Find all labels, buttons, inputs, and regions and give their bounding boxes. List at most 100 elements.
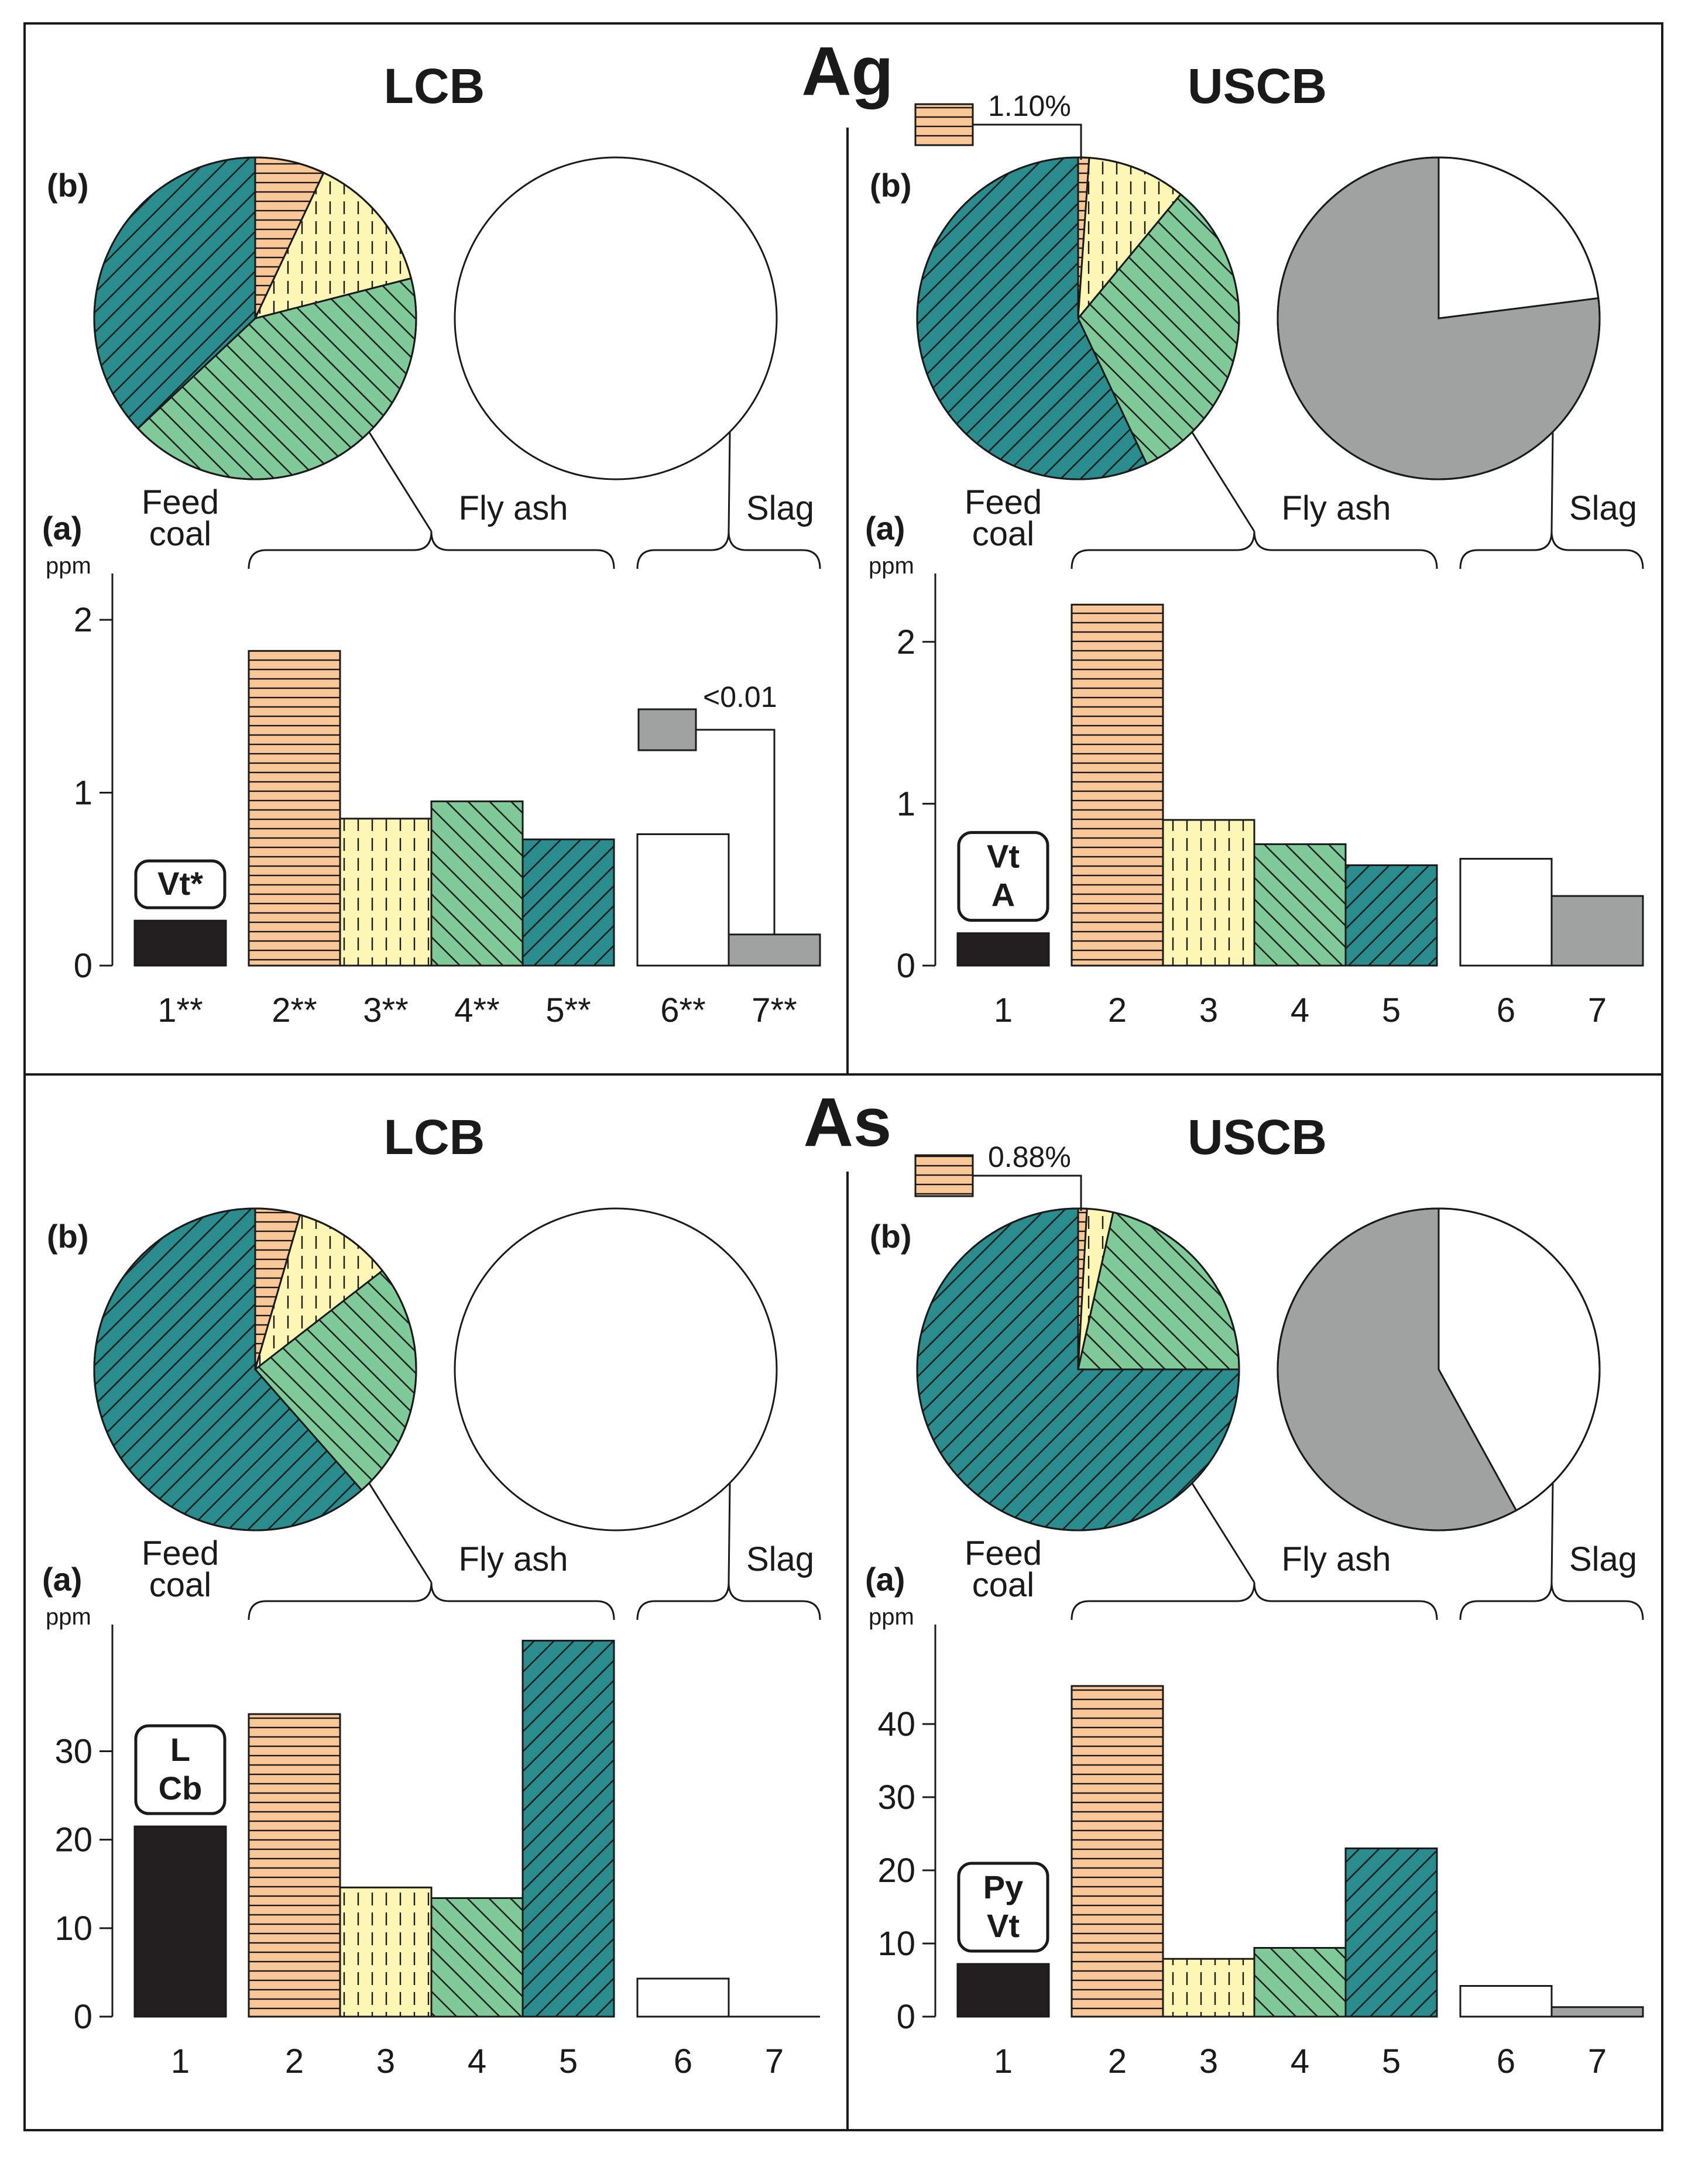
callout-label: 0.88% [988, 1141, 1071, 1173]
bar-5 [1344, 1848, 1438, 2018]
pie-outline [1277, 156, 1601, 480]
bar-2 [1071, 1685, 1164, 2018]
x-tick-label: 1 [171, 2042, 190, 2080]
inset-label: <0.01 [703, 681, 777, 713]
fly-ash-label: Fly ash [459, 489, 568, 527]
bar-4 [1253, 1947, 1347, 2018]
bar-4 [430, 1897, 524, 2018]
pie-fly-ash [93, 156, 417, 480]
pie-panel-letter: (b) [47, 167, 89, 204]
mineral-badge [134, 1724, 227, 1815]
x-tick-label: 2 [1108, 2042, 1127, 2080]
pie-slag [1277, 1207, 1601, 1531]
mineral-badge [134, 859, 227, 909]
bar-panel-letter: (a) [42, 510, 82, 547]
x-tick-label: 3** [363, 991, 408, 1029]
bar-3 [1162, 1958, 1255, 2018]
bar-3 [1162, 819, 1255, 967]
x-tick-label: 6 [674, 2042, 692, 2080]
x-tick-label: 5 [1382, 2042, 1401, 2080]
figure-frame [23, 22, 1663, 2131]
y-tick-label: 20 [877, 1852, 915, 1890]
pie-slice [454, 156, 778, 480]
pie-leader-fly [1191, 432, 1255, 532]
pie-leader-fly [1191, 1483, 1255, 1583]
feed-label-line2: coal [149, 1566, 211, 1604]
fly-ash-label: Fly ash [459, 1540, 568, 1578]
bar-7 [1550, 895, 1644, 967]
pie-slag [1277, 156, 1601, 480]
feed-label-line1: Feed [142, 483, 219, 521]
y-tick-label: 2 [74, 601, 92, 639]
x-tick-label: 5 [559, 2042, 578, 2080]
slag-brace [636, 1582, 821, 1620]
x-tick-label: 4** [454, 991, 499, 1029]
pie-outline [1277, 1207, 1601, 1531]
inset-leader [696, 729, 776, 935]
mineral-badge-text: Vt [987, 838, 1020, 875]
fly-ash-brace [248, 1582, 615, 1620]
pie-outline [916, 1207, 1240, 1531]
feed-label-line2: coal [972, 1566, 1034, 1604]
callout-leader [973, 1175, 1082, 1211]
x-tick-label: 7 [765, 2042, 784, 2080]
x-tick-label: 4 [1291, 991, 1309, 1029]
y-tick-label: 40 [877, 1705, 915, 1743]
feed-label-line2: coal [972, 515, 1034, 553]
pie-outline [93, 156, 417, 480]
bar-3 [339, 1886, 433, 2018]
feed-label-line1: Feed [142, 1534, 219, 1572]
basin-label: USCB [1188, 59, 1327, 114]
feed-label-line1: Feed [965, 483, 1042, 521]
pie-leader-slag [1550, 1483, 1554, 1583]
bar-panel-letter: (a) [865, 1561, 905, 1598]
fly-ash-label: Fly ash [1282, 1540, 1391, 1578]
basin-label: USCB [1188, 1110, 1327, 1165]
y-tick-label: 1 [74, 774, 92, 812]
pie-panel-letter: (b) [47, 1218, 89, 1255]
x-tick-label: 4 [468, 2042, 486, 2080]
callout-leader [973, 123, 1082, 160]
pie-slag [454, 156, 778, 480]
pie-leader-fly [368, 432, 433, 532]
slag-label: Slag [1569, 1540, 1637, 1578]
x-tick-label: 1 [994, 2042, 1013, 2080]
pie-fly-ash [916, 1207, 1240, 1531]
callout-swatch [914, 103, 974, 146]
bar-4 [1253, 843, 1347, 967]
mineral-badge-text: Vt* [157, 865, 203, 902]
pie-panel-letter: (b) [870, 167, 912, 204]
mineral-badge [957, 831, 1049, 922]
fly-ash-brace [1071, 531, 1438, 569]
x-tick-label: 3 [376, 2042, 395, 2080]
y-tick-label: 10 [877, 1925, 915, 1963]
mineral-badge [957, 1862, 1049, 1953]
mineral-badge-text: A [991, 877, 1015, 914]
bar-5 [522, 838, 615, 967]
slag-label: Slag [746, 489, 814, 527]
x-tick-label: 2 [285, 2042, 304, 2080]
fly-ash-label: Fly ash [1282, 489, 1391, 527]
slag-brace [636, 531, 821, 569]
x-tick-label: 1 [994, 991, 1013, 1029]
basin-label: LCB [384, 59, 485, 114]
pie-slag [454, 1207, 778, 1531]
y-unit-label: ppm [869, 1604, 914, 1630]
bar-2 [1071, 603, 1164, 967]
slag-brace [1459, 531, 1644, 569]
pie-slice [454, 1207, 778, 1531]
element-title-ag: Ag [801, 33, 893, 110]
y-tick-label: 30 [877, 1778, 915, 1816]
x-tick-label: 5** [545, 991, 591, 1029]
y-unit-label: ppm [869, 553, 914, 579]
bar-1 [956, 932, 1050, 967]
y-unit-label: ppm [46, 1604, 91, 1630]
x-tick-label: 2 [1108, 991, 1127, 1029]
pie-leader-slag [728, 432, 731, 532]
basin-label: LCB [384, 1110, 485, 1165]
